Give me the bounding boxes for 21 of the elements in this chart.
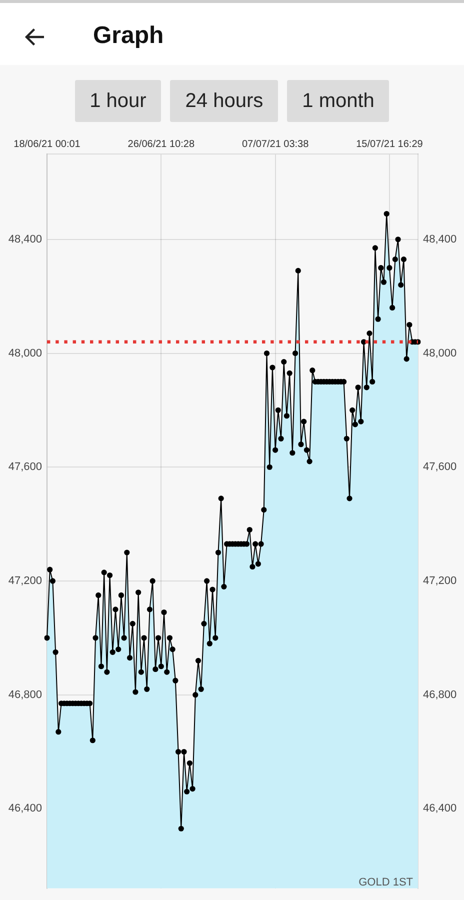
y2-tick-label: 47,200 — [423, 575, 457, 588]
y2-tick-label: 46,800 — [423, 688, 457, 701]
y2-tick-label: 48,000 — [423, 347, 457, 360]
y-tick-label: 47,600 — [8, 461, 42, 474]
period-button[interactable]: 1 month — [287, 80, 390, 122]
period-button[interactable]: 24 hours — [170, 80, 278, 122]
x-tick-label: 18/06/21 00:01 — [14, 138, 81, 150]
chart-title: Graph — [93, 22, 164, 50]
annotation: GOLD 1ST — [358, 876, 414, 888]
x-tick-label: 26/06/21 10:28 — [128, 138, 195, 150]
y-tick-label: 47,200 — [8, 575, 42, 588]
x-tick-label: 15/07/21 16:29 — [356, 138, 424, 150]
y2-tick-label: 46,400 — [423, 802, 457, 815]
y-tick-label: 46,800 — [8, 688, 42, 701]
y2-tick-label: 47,600 — [423, 461, 457, 474]
x-tick-label: 07/07/21 03:38 — [242, 138, 310, 150]
y2-tick-label: 48,400 — [423, 233, 457, 246]
y-tick-label: 46,400 — [8, 802, 42, 815]
period-button[interactable]: 1 hour — [74, 80, 162, 122]
y-tick-label: 48,000 — [8, 347, 42, 360]
y-tick-label: 48,400 — [8, 233, 42, 246]
